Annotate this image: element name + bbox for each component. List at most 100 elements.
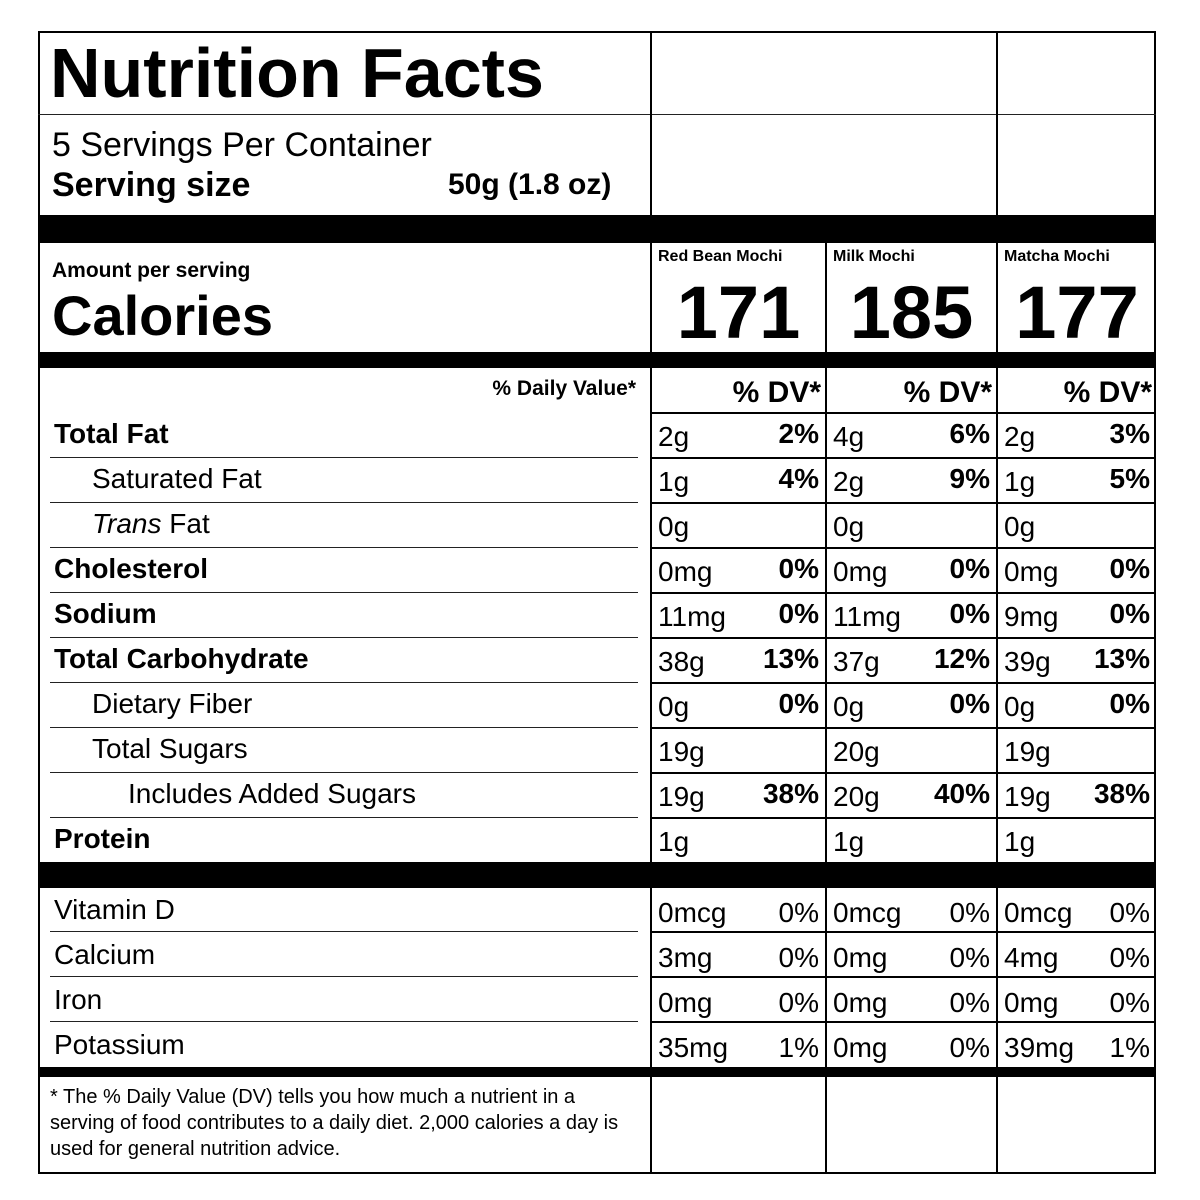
vitamin-amount: 4mg xyxy=(1004,942,1059,973)
calories-value: 171 xyxy=(676,271,801,354)
row-divider xyxy=(50,457,638,458)
row-divider xyxy=(50,772,638,773)
row-divider xyxy=(650,817,1156,819)
footnote: * The % Daily Value (DV) tells you how m… xyxy=(50,1086,619,1160)
dv-column-header: % DV* xyxy=(903,376,992,409)
row-divider xyxy=(50,727,638,728)
nutrient-amount: 39g xyxy=(1004,646,1051,677)
nutrient-amount: 19g xyxy=(658,736,705,767)
column-divider-2 xyxy=(825,243,827,1174)
nutrient-label-text: Fat xyxy=(161,508,210,539)
nutrient-amount: 19g xyxy=(1004,781,1051,812)
product-name: Matcha Mochi xyxy=(1004,248,1110,265)
nutrient-dv: 13% xyxy=(1093,643,1150,674)
header-divider xyxy=(38,114,1156,115)
vitamin-dv: 1% xyxy=(778,1032,819,1063)
label-title: Nutrition Facts xyxy=(50,34,544,112)
vitamin-amount: 0mg xyxy=(1004,987,1059,1018)
nutrient-amount: 0g xyxy=(658,691,690,722)
nutrient-amount: 1g xyxy=(658,466,690,497)
thick-divider-top xyxy=(38,215,1156,243)
nutrient-amount: 11mg xyxy=(658,601,726,632)
vitamin-amount: 3mg xyxy=(658,942,713,973)
vitamin-dv: 0% xyxy=(778,942,819,973)
nutrient-dv: 13% xyxy=(762,643,819,674)
vitamin-dv: 0% xyxy=(949,987,990,1018)
row-divider xyxy=(650,457,1156,459)
nutrient-amount: 1g xyxy=(833,826,865,857)
nutrient-amount: 2g xyxy=(658,421,690,452)
row-divider xyxy=(50,976,638,977)
row-divider xyxy=(50,547,638,548)
nutrient-label: Saturated Fat xyxy=(92,463,262,494)
row-divider xyxy=(50,502,638,503)
nutrient-amount: 19g xyxy=(1004,736,1051,767)
nutrient-dv: 0% xyxy=(778,598,819,629)
vitamin-amount: 0mg xyxy=(658,987,713,1018)
vitamin-dv: 1% xyxy=(1109,1032,1150,1063)
row-divider xyxy=(50,682,638,683)
nutrient-amount: 0g xyxy=(833,691,865,722)
nutrient-dv: 9% xyxy=(949,463,990,494)
nutrient-amount: 0g xyxy=(658,511,690,542)
row-divider xyxy=(650,727,1156,729)
servings-per-container: 5 Servings Per Container xyxy=(52,126,432,164)
nutrition-label xyxy=(38,31,1156,1174)
nutrient-dv: 40% xyxy=(933,778,990,809)
nutrient-amount: 1g xyxy=(1004,466,1036,497)
row-divider xyxy=(650,412,1156,414)
vitamin-label: Calcium xyxy=(54,939,156,970)
nutrient-amount: 0mg xyxy=(1004,556,1059,587)
product-name: Milk Mochi xyxy=(833,248,915,265)
dv-column-header: % DV* xyxy=(732,376,821,409)
vitamin-label: Vitamin D xyxy=(54,894,175,925)
nutrient-amount: 1g xyxy=(658,826,690,857)
nutrient-dv: 0% xyxy=(1109,553,1150,584)
nutrient-dv: 0% xyxy=(1109,598,1150,629)
vitamin-dv: 0% xyxy=(949,942,990,973)
nutrient-amount: 37g xyxy=(833,646,880,677)
nutrient-label-italic: Trans xyxy=(92,508,162,539)
thick-divider-vitamins xyxy=(38,862,1156,888)
vitamin-amount: 0mg xyxy=(833,942,888,973)
calories-value: 177 xyxy=(1015,271,1139,354)
vitamin-dv: 0% xyxy=(1109,942,1150,973)
vitamin-label: Potassium xyxy=(54,1029,185,1060)
nutrient-dv: 5% xyxy=(1109,463,1150,494)
row-divider xyxy=(650,547,1156,549)
nutrient-amount: 20g xyxy=(833,736,880,767)
nutrient-dv: 3% xyxy=(1109,418,1150,449)
calories-value: 185 xyxy=(849,271,974,354)
vitamin-amount: 0mg xyxy=(833,1032,888,1063)
nutrient-amount: 2g xyxy=(833,466,865,497)
serving-size-label: Serving size xyxy=(52,166,251,204)
nutrient-dv: 0% xyxy=(949,598,990,629)
nutrient-amount: 38g xyxy=(658,646,705,677)
nutrient-amount: 2g xyxy=(1004,421,1036,452)
row-divider xyxy=(650,592,1156,594)
row-divider xyxy=(50,1021,638,1022)
nutrient-dv: 12% xyxy=(933,643,990,674)
nutrient-amount: 9mg xyxy=(1004,601,1059,632)
nutrient-label: Protein xyxy=(54,823,151,854)
vitamin-dv: 0% xyxy=(778,987,819,1018)
row-divider xyxy=(50,931,638,932)
nutrient-amount: 4g xyxy=(833,421,865,452)
nutrient-dv: 0% xyxy=(949,688,990,719)
nutrient-amount: 0g xyxy=(833,511,865,542)
column-divider-1 xyxy=(650,31,652,1174)
row-divider xyxy=(650,772,1156,774)
nutrient-amount: 0mg xyxy=(658,556,713,587)
nutrient-amount: 19g xyxy=(658,781,705,812)
nutrient-amount: 20g xyxy=(833,781,880,812)
row-divider xyxy=(650,976,1156,978)
vitamin-amount: 0mcg xyxy=(658,897,727,928)
nutrient-amount: 1g xyxy=(1004,826,1036,857)
nutrient-label: Total Carbohydrate xyxy=(54,643,309,674)
nutrient-dv: 0% xyxy=(949,553,990,584)
column-divider-3 xyxy=(996,31,998,1174)
vitamin-dv: 0% xyxy=(949,897,990,928)
row-divider xyxy=(650,931,1156,933)
row-divider xyxy=(50,592,638,593)
nutrient-label: Sodium xyxy=(54,598,157,629)
